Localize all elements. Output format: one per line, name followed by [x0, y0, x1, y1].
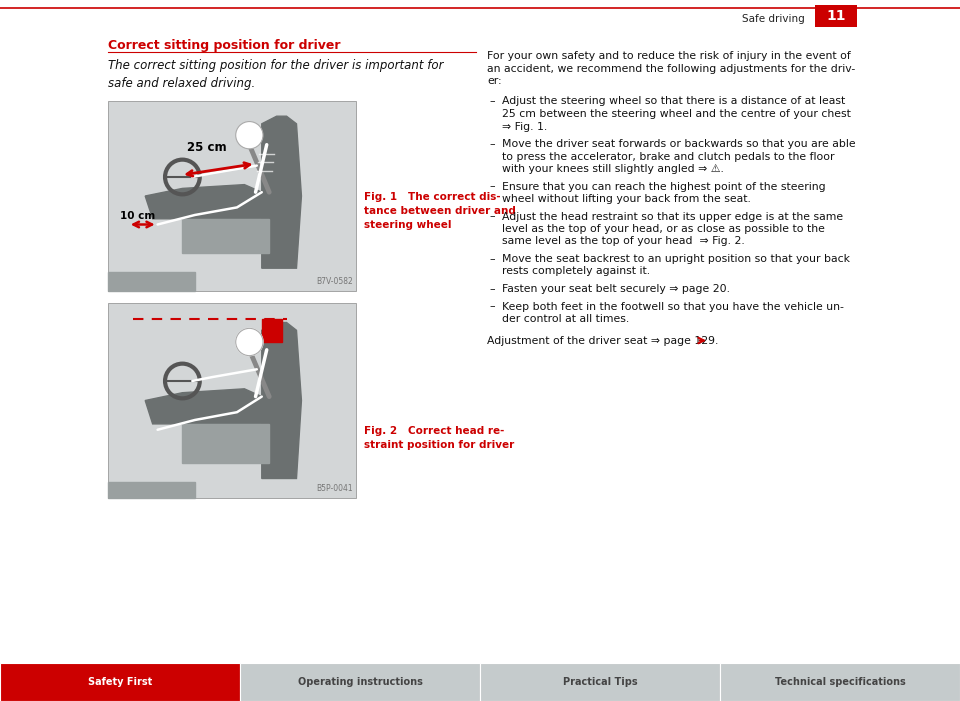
Polygon shape: [182, 424, 269, 463]
Bar: [240, 663, 480, 701]
Bar: [480, 663, 720, 701]
Text: B5P-0041: B5P-0041: [317, 484, 353, 493]
Text: Fig. 2   Correct head re-
straint position for driver: Fig. 2 Correct head re- straint position…: [364, 426, 515, 450]
Bar: [720, 663, 960, 701]
Text: Operating instructions: Operating instructions: [298, 677, 422, 687]
Text: wheel without lifting your back from the seat.: wheel without lifting your back from the…: [502, 194, 751, 204]
Text: 25 cm between the steering wheel and the centre of your chest: 25 cm between the steering wheel and the…: [502, 109, 851, 119]
Text: For your own safety and to reduce the risk of injury in the event of: For your own safety and to reduce the ri…: [487, 51, 851, 61]
Text: rests completely against it.: rests completely against it.: [502, 266, 650, 276]
Text: level as the top of your head, or as close as possible to the: level as the top of your head, or as clo…: [502, 224, 825, 234]
Polygon shape: [262, 322, 301, 479]
Text: B7V-0582: B7V-0582: [316, 277, 353, 286]
Polygon shape: [145, 389, 262, 424]
Polygon shape: [262, 318, 281, 342]
Text: der control at all times.: der control at all times.: [502, 314, 629, 324]
Text: Safe driving: Safe driving: [742, 14, 805, 24]
Text: Keep both feet in the footwell so that you have the vehicle un-: Keep both feet in the footwell so that y…: [502, 301, 844, 311]
Text: ⇒ Fig. 1.: ⇒ Fig. 1.: [502, 121, 547, 132]
Text: 11: 11: [827, 9, 846, 23]
Polygon shape: [108, 482, 195, 498]
Text: an accident, we recommend the following adjustments for the driv-: an accident, we recommend the following …: [487, 64, 855, 74]
Text: Fig. 1   The correct dis-
tance between driver and
steering wheel: Fig. 1 The correct dis- tance between dr…: [364, 192, 516, 230]
Text: 10 cm: 10 cm: [120, 211, 156, 221]
Text: Fasten your seat belt securely ⇒ page 20.: Fasten your seat belt securely ⇒ page 20…: [502, 284, 730, 294]
Text: to press the accelerator, brake and clutch pedals to the floor: to press the accelerator, brake and clut…: [502, 151, 834, 161]
Polygon shape: [262, 116, 301, 268]
Text: –: –: [489, 139, 494, 149]
Text: Adjust the head restraint so that its upper edge is at the same: Adjust the head restraint so that its up…: [502, 212, 843, 222]
Text: 25 cm: 25 cm: [187, 141, 227, 154]
Circle shape: [236, 121, 263, 149]
Text: with your knees still slightly angled ⇒ ⚠.: with your knees still slightly angled ⇒ …: [502, 164, 724, 174]
Text: –: –: [489, 182, 494, 191]
Circle shape: [236, 328, 263, 355]
Text: –: –: [489, 212, 494, 222]
Text: Move the driver seat forwards or backwards so that you are able: Move the driver seat forwards or backwar…: [502, 139, 855, 149]
Polygon shape: [108, 272, 195, 291]
Text: Correct sitting position for driver: Correct sitting position for driver: [108, 39, 341, 52]
Text: Safety First: Safety First: [88, 677, 152, 687]
Text: The correct sitting position for the driver is important for
safe and relaxed dr: The correct sitting position for the dri…: [108, 59, 444, 90]
Polygon shape: [182, 219, 269, 253]
Text: Adjustment of the driver seat ⇒ page 129.: Adjustment of the driver seat ⇒ page 129…: [487, 336, 718, 346]
Text: –: –: [489, 254, 494, 264]
Bar: [815, 5, 857, 27]
Text: Practical Tips: Practical Tips: [563, 677, 637, 687]
Text: er:: er:: [487, 76, 502, 86]
Bar: [0, 663, 240, 701]
Text: Ensure that you can reach the highest point of the steering: Ensure that you can reach the highest po…: [502, 182, 826, 191]
Text: Technical specifications: Technical specifications: [775, 677, 905, 687]
Text: –: –: [489, 97, 494, 107]
Text: same level as the top of your head  ⇒ Fig. 2.: same level as the top of your head ⇒ Fig…: [502, 236, 745, 247]
Polygon shape: [145, 184, 262, 219]
Bar: [108, 303, 356, 498]
Text: Adjust the steering wheel so that there is a distance of at least: Adjust the steering wheel so that there …: [502, 97, 845, 107]
Text: –: –: [489, 284, 494, 294]
Text: –: –: [489, 301, 494, 311]
Text: Move the seat backrest to an upright position so that your back: Move the seat backrest to an upright pos…: [502, 254, 850, 264]
Bar: [108, 101, 356, 291]
